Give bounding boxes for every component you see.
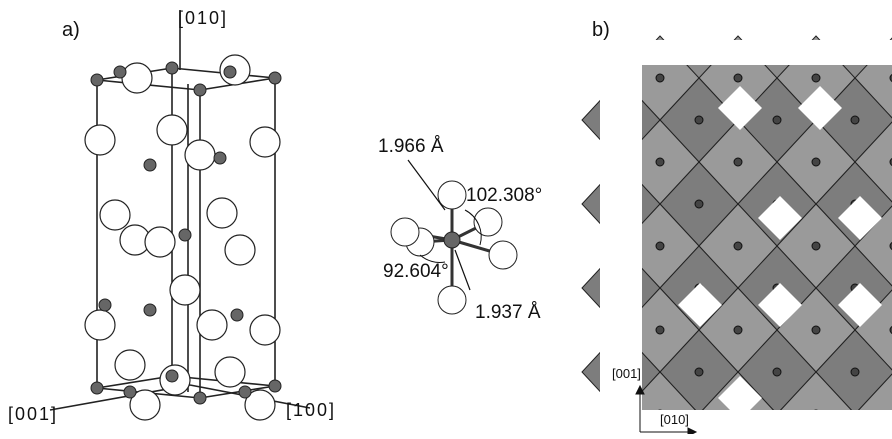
metal-center (656, 74, 664, 82)
atom-oxygen (145, 227, 175, 257)
atom-oxygen (185, 140, 215, 170)
atom-metal (99, 299, 111, 311)
metal-center (656, 326, 664, 334)
metal-center (851, 116, 859, 124)
atom-oxygen (250, 127, 280, 157)
atom-metal (269, 380, 281, 392)
atom-metal (179, 229, 191, 241)
metal-center (812, 74, 820, 82)
atom-oxygen (100, 200, 130, 230)
metal-center (695, 368, 703, 376)
bond-angle: 102.308° (466, 185, 542, 206)
atom-oxygen (85, 125, 115, 155)
atom-metal (444, 232, 460, 248)
atom-oxygen (157, 115, 187, 145)
metal-center (734, 158, 742, 166)
atom-metal (194, 84, 206, 96)
metal-center (734, 326, 742, 334)
bond-length: 1.937 Å (475, 302, 541, 323)
atom-oxygen (85, 310, 115, 340)
metal-center (695, 200, 703, 208)
atom-metal (144, 159, 156, 171)
arrow (408, 160, 445, 210)
atom-oxygen (215, 357, 245, 387)
metal-center (812, 242, 820, 250)
panel-label: a) (62, 19, 80, 41)
metal-center (812, 326, 820, 334)
atom-metal (224, 66, 236, 78)
atom-metal (166, 62, 178, 74)
metal-center (656, 242, 664, 250)
atom-oxygen (122, 63, 152, 93)
atom-metal (91, 382, 103, 394)
atom-metal (166, 370, 178, 382)
atom-oxygen (115, 350, 145, 380)
axis-label: [010] (178, 8, 228, 28)
atom-oxygen (391, 218, 419, 246)
metal-center (773, 116, 781, 124)
atom-metal (124, 386, 136, 398)
octahedron-detail (391, 160, 517, 314)
background-mask (640, 40, 892, 65)
axis-label: [010] (660, 412, 689, 427)
atom-oxygen (438, 286, 466, 314)
metal-center (656, 158, 664, 166)
bond-angle: 92.604° (383, 261, 449, 282)
metal-center (773, 368, 781, 376)
atom-metal (231, 309, 243, 321)
metal-center (812, 158, 820, 166)
axis-label: [001] (8, 404, 58, 424)
panel-label: b) (592, 19, 610, 41)
arrow (455, 250, 470, 290)
atom-metal (144, 304, 156, 316)
atom-metal (91, 74, 103, 86)
atom-oxygen (474, 208, 502, 236)
atom-oxygen (207, 198, 237, 228)
metal-center (734, 242, 742, 250)
atom-oxygen (225, 235, 255, 265)
atom-oxygen (250, 315, 280, 345)
metal-center (734, 74, 742, 82)
atom-oxygen (489, 241, 517, 269)
metal-center (695, 116, 703, 124)
atom-metal (239, 386, 251, 398)
atom-oxygen (438, 181, 466, 209)
atom-metal (269, 72, 281, 84)
atom-oxygen (197, 310, 227, 340)
figure: a) [010] [001] [100] 1.966 Å 102.308° 92… (0, 0, 892, 434)
atom-metal (114, 66, 126, 78)
axis-label: [001] (612, 366, 641, 381)
atom-metal (214, 152, 226, 164)
axis-label: [100] (286, 400, 336, 420)
atom-oxygen (170, 275, 200, 305)
metal-center (851, 368, 859, 376)
atom-metal (194, 392, 206, 404)
unit-cell (50, 10, 310, 420)
bond-length: 1.966 Å (378, 136, 444, 157)
